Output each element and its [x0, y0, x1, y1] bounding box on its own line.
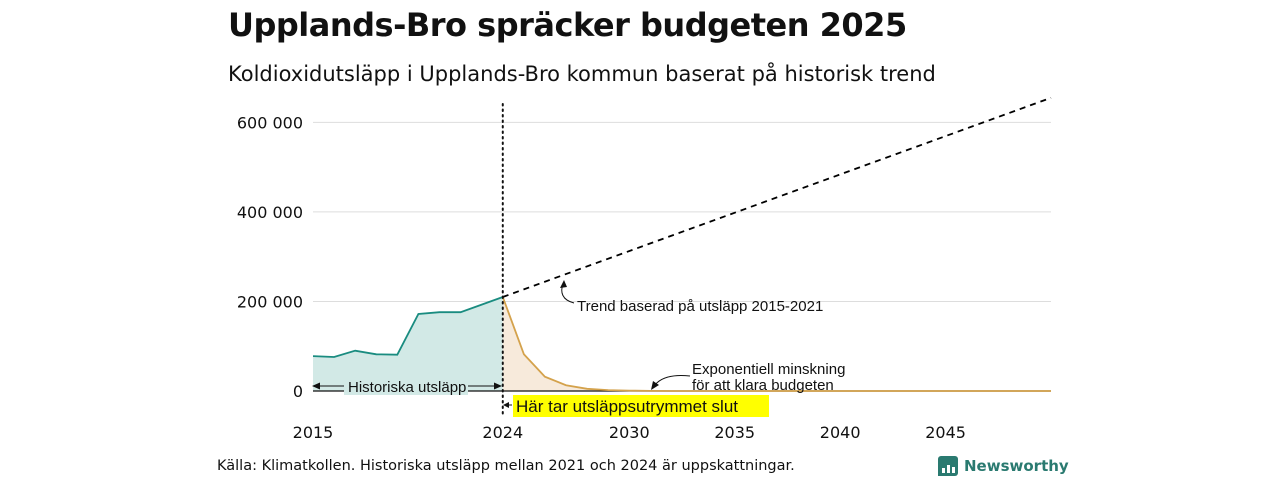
y-tick-label-600000: 600 000	[237, 113, 303, 132]
historical-arrow-right	[494, 382, 502, 390]
historical-arrow-left	[312, 382, 320, 390]
x-tick-label-2030: 2030	[609, 423, 650, 442]
trend-label: Trend baserad på utsläpp 2015-2021	[577, 298, 823, 315]
x-tick-label-2015: 2015	[293, 423, 334, 442]
x-tick-label-2035: 2035	[714, 423, 755, 442]
budget-line	[501, 296, 1051, 392]
x-axis: 2015 2024 2030 2035 2040 2045	[293, 423, 966, 442]
budget-end-arrow	[503, 402, 509, 408]
y-axis: 0 200 000 400 000 600 000	[237, 113, 303, 401]
historical-line	[312, 296, 504, 358]
historical-label-bg	[344, 378, 468, 395]
y-tick-label-0: 0	[293, 382, 303, 401]
x-tick-label-2024: 2024	[482, 423, 523, 442]
historical-label: Historiska utsläpp	[348, 379, 466, 396]
x-tick-label-2045: 2045	[925, 423, 966, 442]
gridlines	[313, 121, 1051, 302]
series-areas	[313, 297, 1051, 391]
exponential-callout-arrow	[651, 381, 659, 390]
annotations: Historiska utsläpp Här tar utsläppsutrym…	[312, 280, 845, 417]
chart-title: Upplands-Bro spräcker budgeten 2025	[228, 6, 907, 44]
brand-name: Newsworthy	[964, 457, 1069, 475]
brand[interactable]: Newsworthy	[938, 456, 1069, 476]
trend-line	[502, 96, 1052, 298]
newsworthy-logo-icon	[938, 456, 958, 476]
budget-end-label: Här tar utsläppsutrymmet slut	[516, 397, 738, 416]
trend-callout-arrow	[560, 280, 567, 288]
x-tick-label-2040: 2040	[820, 423, 861, 442]
y-tick-label-400000: 400 000	[237, 203, 303, 222]
exponential-label-2: för att klara budgeten	[692, 377, 834, 394]
historical-area	[313, 297, 503, 391]
y-tick-label-200000: 200 000	[237, 292, 303, 311]
exponential-label-1: Exponentiell minskning	[692, 361, 845, 378]
source-note: Källa: Klimatkollen. Historiska utsläpp …	[217, 458, 795, 474]
chart-subtitle: Koldioxidutsläpp i Upplands-Bro kommun b…	[228, 62, 936, 86]
budget-end-highlight	[513, 395, 769, 417]
series-lines	[312, 96, 1052, 417]
exponential-callout-curve	[653, 375, 691, 387]
